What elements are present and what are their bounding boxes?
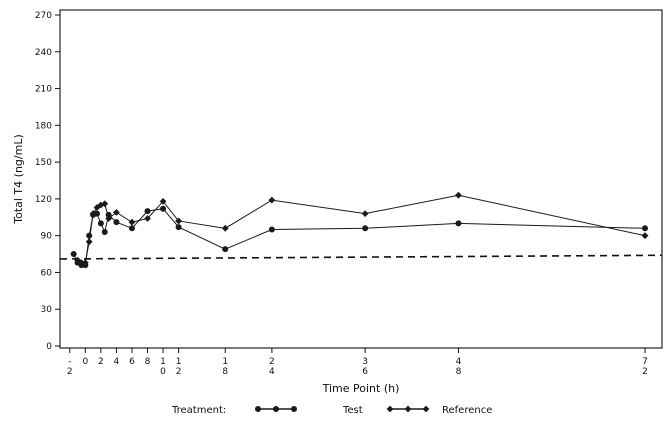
series-line-reference [77,194,646,264]
data-point-reference [268,196,276,204]
data-point-test [160,205,167,212]
data-point-reference [641,232,649,240]
data-point-test [362,225,369,232]
series-reference [74,191,649,267]
data-point-reference [74,256,81,264]
data-point-reference [175,217,182,225]
data-point-test [86,232,93,239]
data-point-test [128,225,135,232]
data-point-test [455,220,462,227]
y-tick-label: 90 [41,232,53,242]
legend-marker-test [291,406,297,412]
data-point-reference [144,215,151,222]
x-axis-title: Time Point (h) [322,382,400,395]
legend-marker-reference [386,405,394,413]
legend-item-test: Test [255,405,363,416]
x-axis: -20 2 4 6 8 1 01 21 82 43 64 87 2 [67,348,648,377]
x-tick-label: 2 [98,357,104,367]
x-tick-label: -2 [67,357,73,377]
data-point-reference [455,191,462,199]
data-point-test [222,246,229,253]
data-point-test [70,251,77,258]
legend: Treatment: Test Reference [171,405,492,416]
y-tick-label: 0 [46,342,52,352]
data-point-test [101,228,108,235]
y-tick-label: 240 [35,48,52,58]
y-tick-label: 210 [35,85,52,95]
data-point-reference [101,200,109,208]
legend-marker-test [273,406,279,412]
y-tick-label: 270 [35,11,52,21]
data-point-test [642,225,648,232]
legend-label-reference: Reference [442,405,492,416]
legend-title: Treatment: [171,405,226,416]
data-point-test [97,220,104,227]
x-tick-label: 0 [82,357,88,367]
data-point-reference [221,224,229,232]
data-point-reference [85,238,93,246]
reference-line [59,254,663,260]
x-tick-label: 6 [129,357,135,367]
y-tick-label: 120 [35,195,52,205]
data-point-reference [105,215,113,222]
data-point-reference [78,259,85,267]
data-point-reference [361,210,369,217]
legend-label-test: Test [342,405,363,416]
data-point-reference [97,201,105,209]
data-point-reference [89,210,97,217]
data-point-test [144,208,151,215]
legend-marker-reference [422,405,430,413]
x-tick-label: 4 [114,357,120,367]
data-point-test [93,210,100,217]
data-point-test [268,226,275,233]
y-axis: 0 30 60 90 120 150 180 210 240 270 [35,11,60,352]
legend-marker-test [255,406,261,412]
series-layer [70,191,649,269]
data-point-reference [81,259,89,267]
data-point-test [113,219,120,226]
y-tick-label: 150 [35,158,52,168]
legend-item-reference: Reference [386,405,492,416]
y-tick-label: 30 [41,305,53,315]
y-tick-label: 180 [35,121,52,131]
y-axis-title: Total T4 (ng/mL) [12,134,25,225]
plot-frame [59,9,663,349]
data-point-test [175,224,182,231]
data-point-reference [113,208,120,216]
data-point-reference [128,218,136,226]
x-tick-label: 8 [145,357,151,367]
y-tick-label: 60 [41,268,53,278]
legend-marker-reference [404,405,412,413]
data-point-reference [159,197,167,205]
